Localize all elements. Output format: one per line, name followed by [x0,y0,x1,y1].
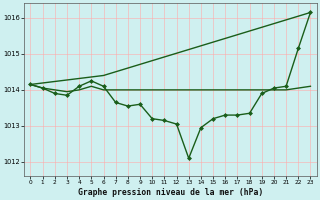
X-axis label: Graphe pression niveau de la mer (hPa): Graphe pression niveau de la mer (hPa) [78,188,263,197]
